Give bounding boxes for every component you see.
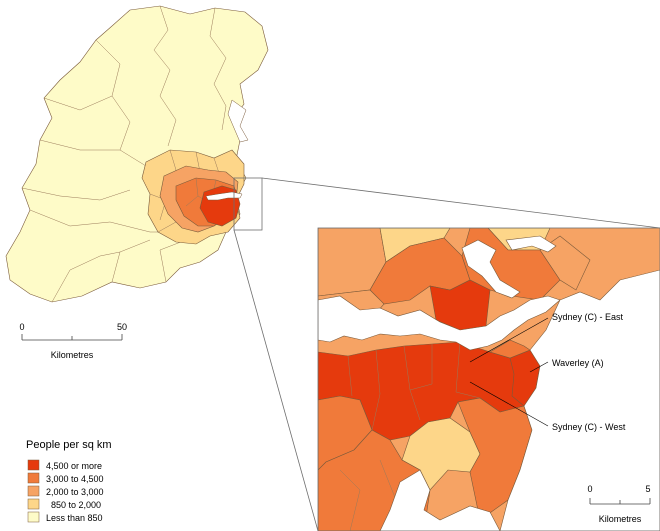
legend-label-1: 3,000 to 4,500 [46,474,104,484]
legend-label-3: 850 to 2,000 [51,500,101,510]
region-850-2000-boundaries [149,149,221,233]
legend: People per sq km 4,500 or more 3,000 to 4… [26,439,112,523]
inset-region-north-east-2 [539,235,591,291]
main-coast-inlets [227,99,249,143]
legend-swatch-0 [27,459,40,471]
inset-region-east-mid [489,339,531,359]
legend-swatch-4 [27,511,40,523]
callouts: Sydney (C) - East Waverley (A) Sydney (C… [469,312,626,432]
callout-waverley: Waverley (A) [552,358,604,368]
inset-inner-west-boundaries [347,341,481,431]
connector-bottom [233,229,319,531]
inset-locator-box [233,177,263,231]
connector-top [261,177,660,229]
inset-botany-bay [379,469,501,531]
inset-scale-end: 5 [645,484,650,494]
legend-swatch-2 [27,485,40,497]
main-scale-start: 0 [19,322,24,332]
legend-label-0: 4,500 or more [46,461,102,471]
main-map [5,5,269,303]
inset-harbour-water [318,295,561,351]
main-waterway [205,191,243,201]
legend-swatch-1 [27,472,40,484]
callout-sydney-east: Sydney (C) - East [552,312,624,322]
inset-scale-start: 0 [587,484,592,494]
legend-swatch-3 [27,498,40,510]
legend-label-2: 2,000 to 3,000 [46,487,104,497]
inset-harbour-inlet [505,235,557,253]
inset-map [318,228,660,531]
main-scale-end: 50 [117,322,127,332]
inset-scale-bar: 0 5 Kilometres [587,484,650,524]
legend-title: People per sq km [26,439,112,451]
legend-label-4: Less than 850 [46,513,103,523]
main-region-boundaries [21,5,227,303]
main-scale-unit: Kilometres [51,350,94,360]
inset-frame [317,227,660,531]
inset-ocean [499,269,660,531]
inset-region-south-east [457,397,533,521]
main-scale-bar: 0 50 Kilometres [19,322,127,360]
callout-sydney-west: Sydney (C) - West [552,422,626,432]
inset-harbour-arm [461,239,521,299]
inset-scale-unit: Kilometres [599,514,642,524]
